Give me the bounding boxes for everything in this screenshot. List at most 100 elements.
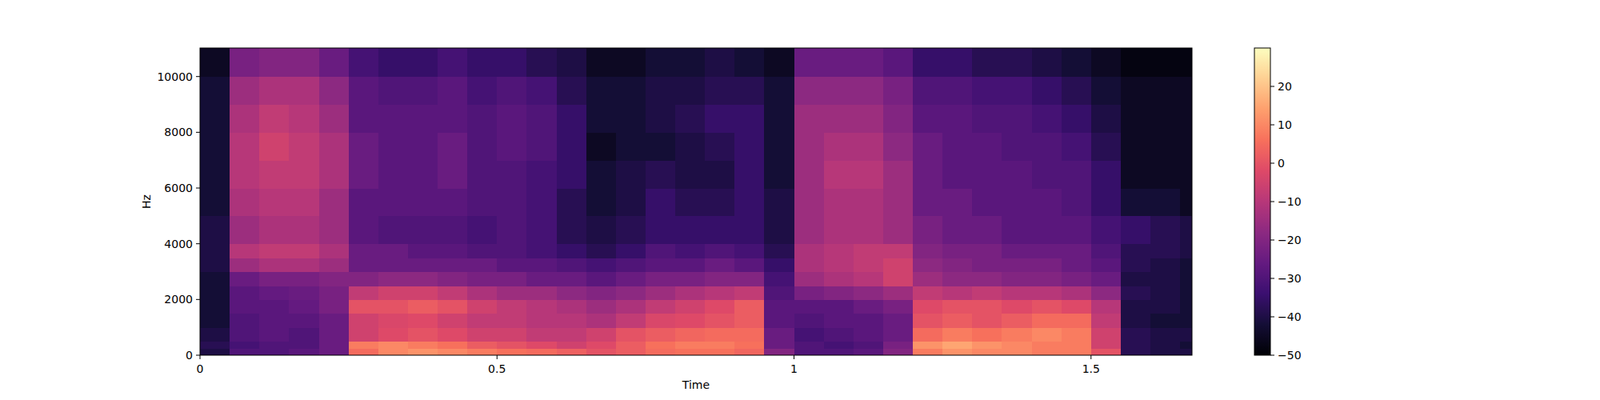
x-tick: [793, 355, 795, 360]
cell: [526, 341, 557, 349]
cell: [1032, 188, 1063, 216]
cell: [348, 327, 380, 342]
cell: [378, 132, 409, 160]
cell: [912, 272, 944, 287]
cell: [200, 257, 231, 272]
cell: [319, 160, 350, 188]
cell: [942, 160, 973, 188]
cell: [704, 244, 736, 259]
cell: [1091, 327, 1122, 342]
cell: [229, 348, 260, 356]
cell: [1001, 244, 1032, 259]
cell: [348, 104, 380, 133]
cell: [319, 104, 350, 133]
cell: [1180, 160, 1192, 188]
cell: [1001, 299, 1032, 314]
cell: [764, 313, 795, 328]
cell: [942, 104, 973, 133]
cell: [229, 299, 260, 314]
cell: [526, 299, 557, 314]
cell: [288, 341, 320, 349]
cell: [496, 104, 528, 133]
cell: [912, 348, 944, 356]
cell: [764, 285, 795, 300]
cell: [259, 76, 290, 105]
cell: [437, 104, 468, 133]
cell: [556, 160, 588, 188]
cell: [1180, 348, 1192, 356]
cell: [824, 341, 855, 349]
cell: [1091, 216, 1122, 244]
cell: [229, 313, 260, 328]
colorbar-tick-label: 0: [1277, 156, 1285, 170]
cell: [259, 285, 290, 300]
cell: [1091, 285, 1122, 300]
cell: [616, 244, 647, 259]
cell: [1001, 257, 1032, 272]
cell: [853, 132, 884, 160]
cell: [1091, 48, 1122, 77]
cell: [972, 327, 1003, 342]
x-tick-label: 0.5: [488, 362, 506, 376]
cell: [1061, 188, 1092, 216]
cell: [1120, 272, 1152, 287]
cell: [1120, 160, 1152, 188]
cell: [704, 257, 736, 272]
cell: [1001, 104, 1032, 133]
cell: [1180, 244, 1192, 259]
cell: [645, 257, 676, 272]
cell: [408, 348, 439, 356]
cell: [378, 48, 409, 77]
cell: [496, 132, 528, 160]
x-tick: [1090, 355, 1092, 360]
cell: [883, 48, 914, 77]
cell: [1061, 327, 1092, 342]
cell: [288, 327, 320, 342]
cell: [556, 285, 588, 300]
cell: [912, 313, 944, 328]
cell: [319, 188, 350, 216]
cell: [526, 257, 557, 272]
cell: [616, 285, 647, 300]
cell: [734, 132, 765, 160]
cell: [378, 244, 409, 259]
cell: [794, 132, 825, 160]
cell: [675, 132, 706, 160]
cell: [437, 299, 468, 314]
cell: [467, 160, 498, 188]
cell: [704, 216, 736, 244]
cell: [200, 216, 231, 244]
cell: [942, 257, 973, 272]
cell: [1091, 341, 1122, 349]
cell: [348, 313, 380, 328]
cell: [794, 313, 825, 328]
cell: [1150, 104, 1181, 133]
cell: [259, 244, 290, 259]
cell: [408, 104, 439, 133]
cell: [1150, 299, 1181, 314]
cell: [734, 216, 765, 244]
cell: [408, 76, 439, 105]
cell: [526, 244, 557, 259]
cell: [319, 76, 350, 105]
cell: [467, 216, 498, 244]
cell: [200, 76, 231, 105]
cell: [586, 132, 617, 160]
cell: [437, 48, 468, 77]
cell: [319, 257, 350, 272]
cell: [437, 272, 468, 287]
cell: [1001, 341, 1032, 349]
cell: [259, 188, 290, 216]
cell: [883, 244, 914, 259]
cell: [1150, 216, 1181, 244]
cell: [467, 327, 498, 342]
cell: [288, 285, 320, 300]
cell: [1091, 104, 1122, 133]
colorbar-tick-label: 10: [1277, 118, 1292, 132]
cell: [378, 348, 409, 356]
cell: [675, 244, 706, 259]
cell: [616, 188, 647, 216]
cell: [972, 48, 1003, 77]
cell: [408, 272, 439, 287]
cell: [467, 313, 498, 328]
